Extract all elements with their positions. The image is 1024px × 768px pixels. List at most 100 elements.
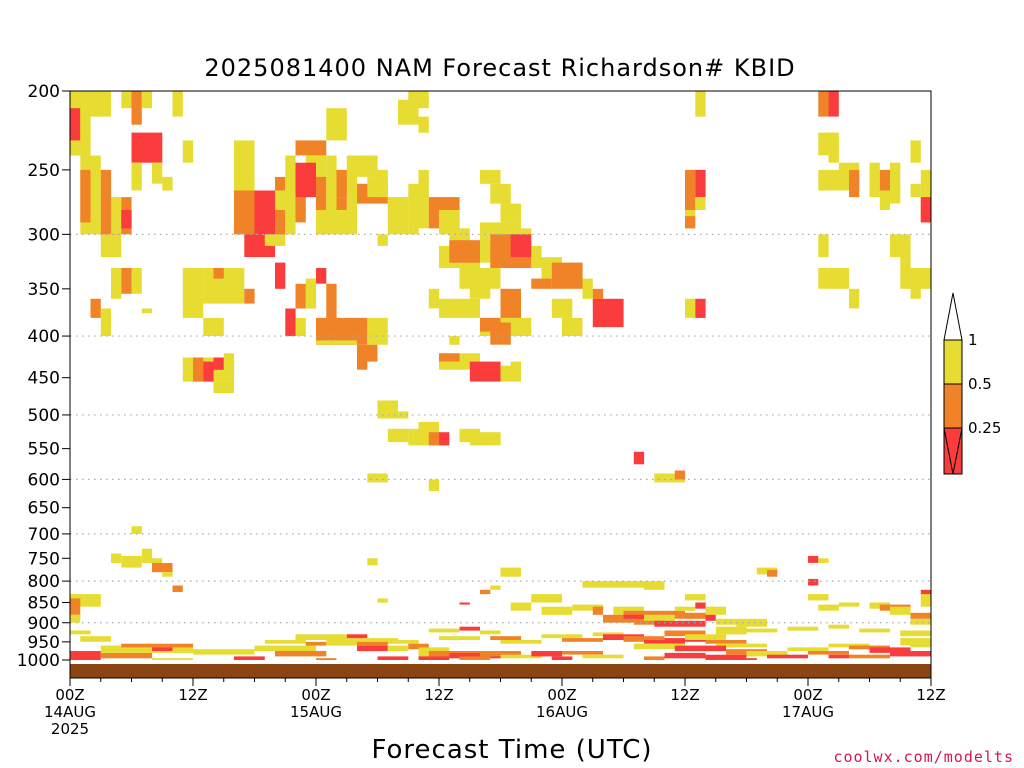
ri-cell [152,162,163,184]
ri-cell [890,606,911,615]
ri-cell [572,604,604,611]
ri-cell [346,634,368,639]
ri-cell [674,470,686,480]
y-axis: 200 250 300 350 400 450 500 550 600 650 700 750 8008… [17,82,70,671]
ri-cell [264,640,306,644]
ri-cell [439,432,450,446]
ri-cell [316,268,327,284]
ri-cell [305,278,317,309]
ri-cell [398,108,419,125]
ri-cell [418,169,429,229]
ri-cell [439,210,460,235]
ri-cell [910,140,921,163]
ri-cell [367,155,378,170]
y-tick-label: 950 [28,633,60,653]
ri-cell [828,624,849,629]
ri-cell [152,563,173,573]
ri-cell [141,308,153,314]
ri-cell [121,555,142,568]
ri-cell [80,169,91,223]
plot-cells [70,91,932,660]
ri-cell [859,628,891,633]
y-tick-label: 1000 [17,651,60,671]
ri-cell [869,647,911,653]
y-tick-label: 800 [28,572,60,592]
ri-cell [439,298,480,318]
ri-cell [705,614,716,621]
y-tick-label: 750 [28,549,60,569]
ri-cell [828,140,839,163]
ri-cell [275,262,286,289]
ri-cell [900,268,932,289]
x-tick-label: 12Z [916,686,945,704]
ri-cell [449,652,501,659]
ri-cell [705,640,747,644]
ri-cell [562,651,603,655]
ri-cell [849,169,860,198]
ri-cell [121,210,132,229]
ri-cell [828,654,849,659]
ri-cell [418,116,429,133]
ri-cell [818,604,839,611]
ri-cell [551,298,573,318]
ri-cell [193,357,204,382]
ri-cell [644,640,685,644]
ri-cell [131,268,142,294]
ri-cell [418,656,450,660]
ri-cell [316,210,327,235]
ri-cell [480,630,501,635]
ri-cell [767,569,778,577]
ri-cell [162,176,173,191]
ri-cell [336,210,357,235]
ri-cell [295,634,347,640]
ri-cell [357,353,368,370]
ri-cell [285,308,296,337]
ri-cell [480,317,501,332]
ri-cell [633,643,686,650]
ri-cell [367,473,388,483]
ri-cell [787,647,829,651]
ri-cell [674,606,696,611]
chart-title: 2025081400 NAM Forecast Richardson# KBID [204,54,795,82]
y-tick-label: 600 [28,470,60,490]
ri-cell [152,647,173,651]
x-tick-label: 2025 [51,720,89,738]
ri-cell [890,651,931,657]
ri-cell [203,317,224,336]
ri-cell [664,630,706,637]
ri-cell [685,594,706,601]
y-tick-label: 400 [28,327,60,347]
ri-cell [439,636,480,640]
ri-cell [685,216,696,229]
y-tick-label: 200 [28,82,60,102]
legend-level-label: 0.25 [968,419,1001,437]
ri-cell [459,626,480,631]
ri-cell [70,630,91,635]
y-tick-label: 300 [28,225,60,245]
ri-cell [490,585,501,590]
ri-cell [869,602,890,609]
ri-cell [213,381,234,394]
ri-cell [100,234,122,258]
ri-cell [100,645,194,653]
ri-cell [920,169,932,198]
ri-cell [531,651,563,657]
ri-cell [900,245,911,268]
ri-cell [469,283,491,299]
ri-cell [100,652,153,659]
ri-cell [592,298,624,328]
ri-cell [828,643,870,648]
ri-cell [531,278,552,289]
ri-cell [490,636,522,640]
ri-cell [736,658,757,660]
ri-cell [562,638,603,642]
ri-cell [182,140,194,163]
x-tick-label: 12Z [424,686,453,704]
x-tick-label: 17AUG [782,703,834,721]
ri-cell [644,656,665,660]
ri-cell [428,479,440,491]
ri-cell [469,432,501,446]
ri-cell [644,585,665,590]
ri-cell [818,234,829,258]
ri-cell [254,190,275,235]
